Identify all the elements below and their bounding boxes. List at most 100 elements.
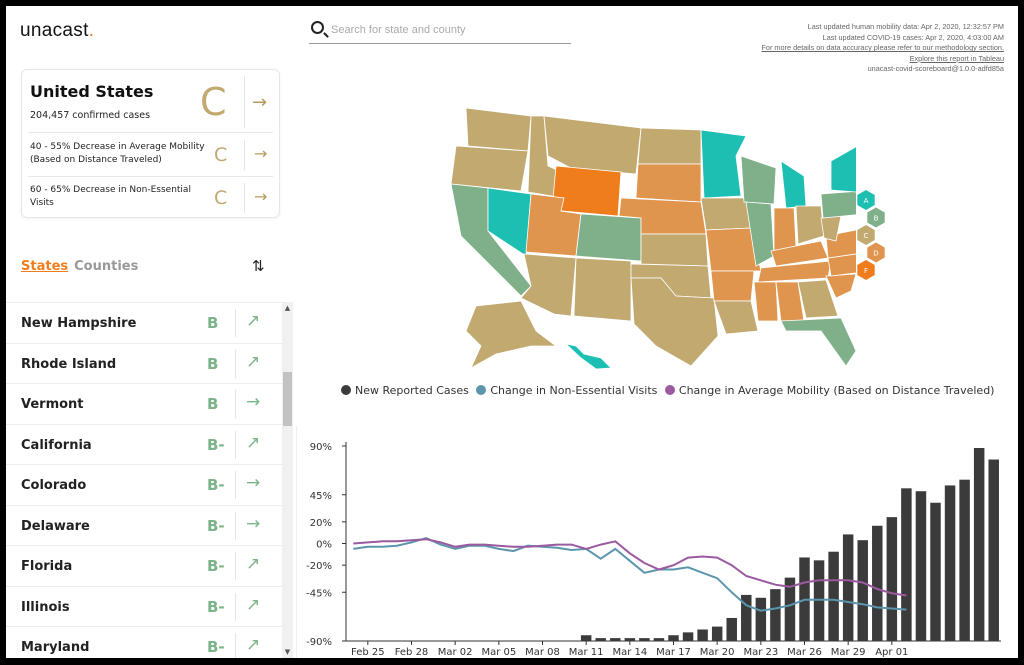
- scroll-down-icon[interactable]: ▼: [284, 648, 291, 656]
- tableau-link[interactable]: Explore this report in Tableau: [909, 53, 1004, 63]
- trend-arrow-icon[interactable]: ↗: [246, 311, 261, 331]
- unacast-logo[interactable]: unacast.: [20, 20, 94, 42]
- arrow-right-icon[interactable]: →: [254, 187, 268, 206]
- map-region-michigan: [780, 160, 807, 209]
- state-name: Florida: [21, 559, 73, 574]
- bar-new-cases: [755, 597, 767, 641]
- tab-states[interactable]: States: [21, 259, 69, 274]
- x-tick-label: Feb 28: [395, 647, 429, 658]
- bar-new-cases: [959, 479, 970, 641]
- us-summary-card[interactable]: United States 204,457 confirmed cases C …: [21, 69, 280, 218]
- trend-arrow-icon[interactable]: →: [246, 473, 261, 493]
- legend-item-new-cases[interactable]: New Reported Cases: [341, 384, 469, 397]
- map-region-washington: [465, 107, 532, 152]
- trend-arrow-icon[interactable]: ↗: [246, 635, 261, 655]
- bar-new-cases: [770, 589, 781, 641]
- trend-chart[interactable]: 90% 45% 20% 0% -20% -45% -90% Feb 25 Feb 28 Mar 0…: [296, 426, 1012, 658]
- state-list-item[interactable]: Colorado B- →: [6, 464, 282, 505]
- state-name: New Hampshire: [21, 316, 137, 331]
- divider: [235, 471, 236, 499]
- divider: [235, 552, 236, 580]
- bar-new-cases: [973, 448, 985, 641]
- visits-metric-label: 60 - 65% Decrease in Non-Essential Visit…: [30, 185, 191, 208]
- state-grade: B-: [207, 476, 225, 494]
- trend-arrow-icon[interactable]: →: [246, 513, 261, 534]
- state-list-item[interactable]: Rhode Island B ↗: [6, 342, 282, 384]
- legend-item-average-mobility[interactable]: Change in Average Mobility (Based on Dis…: [664, 384, 995, 397]
- x-tick-label: Mar 26: [787, 647, 822, 658]
- grade-hexagon-c: [857, 225, 875, 245]
- logo-text: unacast: [20, 20, 89, 41]
- y-tick-label: -45%: [306, 588, 332, 599]
- bar-new-cases: [653, 638, 665, 641]
- region-tabs: States Counties: [21, 259, 138, 274]
- scroll-up-icon[interactable]: ▲: [284, 304, 291, 312]
- trend-arrow-icon[interactable]: ↗: [246, 351, 261, 372]
- bar-new-cases: [639, 638, 650, 641]
- state-grade: B: [207, 314, 219, 332]
- app-window: unacast. United States 204,457 confirmed…: [6, 6, 1018, 658]
- trend-arrow-icon[interactable]: ↗: [246, 432, 261, 453]
- state-name: Delaware: [21, 518, 90, 534]
- map-region-south-carolina: [825, 273, 856, 299]
- bar-new-cases: [610, 638, 621, 641]
- legend-label: Change in Average Mobility (Based on Dis…: [678, 384, 995, 397]
- arrow-right-icon[interactable]: →: [252, 92, 268, 113]
- map-region-iowa: [700, 197, 752, 231]
- state-name: Illinois: [21, 599, 70, 615]
- logo-dot: .: [88, 20, 95, 41]
- arrow-right-icon[interactable]: →: [254, 144, 268, 163]
- state-list-item[interactable]: Delaware B- →: [6, 504, 282, 546]
- divider: [28, 132, 273, 133]
- bar-new-cases: [697, 629, 708, 641]
- legend-item-non-essential-visits[interactable]: Change in Non-Essential Visits: [476, 384, 657, 397]
- trend-arrow-icon[interactable]: ↗: [246, 594, 261, 615]
- divider: [235, 430, 236, 459]
- map-region-new-mexico: [573, 257, 632, 322]
- x-tick-label: Mar 23: [743, 647, 778, 658]
- y-tick-label: 45%: [310, 491, 332, 502]
- divider: [235, 349, 236, 378]
- mobility-metric-label: 40 - 55% Decrease in Average Mobility (B…: [30, 142, 205, 165]
- map-region-wyoming: [551, 165, 622, 217]
- trend-arrow-icon[interactable]: ↗: [246, 554, 261, 574]
- y-tick-label: 90%: [310, 442, 332, 453]
- state-list-item[interactable]: California B- ↗: [6, 423, 282, 465]
- trend-arrow-icon[interactable]: →: [246, 392, 261, 412]
- state-list-item[interactable]: Vermont B →: [6, 383, 282, 424]
- map-region-florida: [780, 317, 856, 367]
- legend-label: New Reported Cases: [355, 384, 469, 397]
- state-list-item[interactable]: Florida B- ↗: [6, 545, 282, 586]
- state-list-item[interactable]: Maryland B- ↗: [6, 626, 282, 658]
- bar-new-cases: [872, 525, 883, 641]
- divider: [244, 140, 245, 170]
- sort-icon[interactable]: ⇅: [252, 257, 265, 275]
- legend-swatch: [341, 385, 351, 395]
- visits-metric-grade: C: [214, 187, 228, 209]
- version-text: unacast-covid-scoreboard@1.0.0-adfd85a: [867, 64, 1004, 74]
- us-grade-map[interactable]: [436, 106, 856, 376]
- bar-new-cases: [580, 635, 592, 641]
- y-tick-label: -20%: [306, 561, 332, 572]
- grade-legend: A B C D F: [857, 190, 885, 280]
- line-non-essential-visits: [353, 537, 907, 612]
- state-list-item[interactable]: Illinois B- ↗: [6, 585, 282, 627]
- methodology-link[interactable]: For more details on data accuracy please…: [761, 43, 1004, 53]
- map-region-north-dakota: [637, 127, 702, 165]
- map-region-mississippi: [753, 281, 779, 322]
- x-tick-label: Mar 20: [700, 647, 735, 658]
- legend-swatch: [476, 385, 487, 395]
- map-region-south-dakota: [635, 163, 702, 203]
- state-list-item[interactable]: New Hampshire B ↗: [6, 302, 282, 343]
- search-bar: [309, 19, 571, 44]
- divider: [244, 183, 245, 213]
- state-grade: B-: [207, 597, 225, 616]
- tab-counties[interactable]: Counties: [74, 259, 139, 274]
- state-name: Maryland: [21, 640, 90, 655]
- y-tick-label: 20%: [310, 518, 332, 529]
- search-input[interactable]: [331, 21, 567, 39]
- legend-swatch: [664, 385, 675, 395]
- x-tick-label: Feb 25: [351, 647, 385, 658]
- scrollbar[interactable]: ▲ ▼: [282, 302, 293, 658]
- scrollbar-thumb[interactable]: [283, 372, 292, 426]
